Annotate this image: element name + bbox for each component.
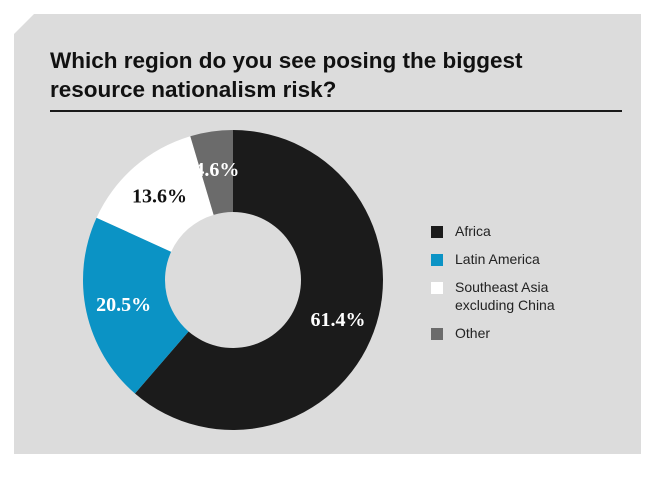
legend-swatch-latin-america — [431, 254, 443, 266]
legend-item-southeast-asia: Southeast Asia excluding China — [431, 278, 631, 314]
legend-item-other: Other — [431, 324, 631, 342]
chart-title: Which region do you see posing the bigge… — [50, 48, 523, 102]
legend-swatch-africa — [431, 226, 443, 238]
title-rule — [50, 110, 622, 112]
legend-swatch-other — [431, 328, 443, 340]
slice-southeast-asia — [96, 136, 214, 252]
corner-notch — [14, 14, 34, 34]
legend-label-africa: Africa — [455, 223, 491, 239]
legend-label-southeast-asia: Southeast Asia excluding China — [455, 279, 555, 313]
slice-latin-america — [82, 217, 189, 394]
legend-swatch-southeast-asia — [431, 282, 443, 294]
legend-item-latin-america: Latin America — [431, 250, 631, 268]
legend-item-africa: Africa — [431, 222, 631, 240]
chart-legend: Africa Latin America Southeast Asia excl… — [431, 222, 631, 352]
data-label-other: 4.6% — [194, 159, 239, 181]
slice-other — [190, 130, 233, 215]
slice-africa — [134, 130, 383, 431]
legend-label-other: Other — [455, 325, 491, 341]
data-label-africa: 61.4% — [310, 309, 365, 331]
data-label-southeast-asia: 13.6% — [132, 185, 187, 207]
data-label-latin-america: 20.5% — [96, 294, 151, 316]
legend-label-latin-america: Latin America — [455, 251, 540, 267]
